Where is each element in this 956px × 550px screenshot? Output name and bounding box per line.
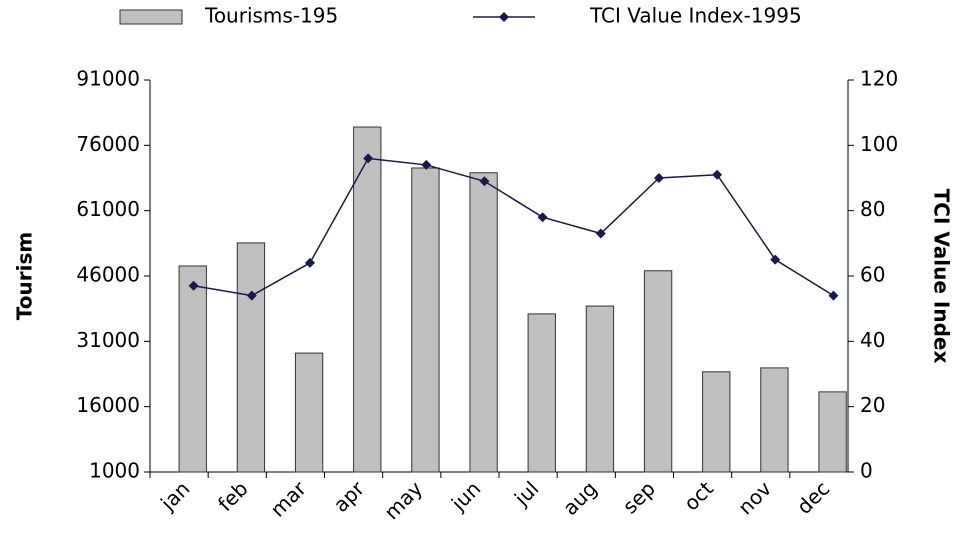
- bar: [236, 242, 266, 473]
- y-axis-title: Tourism: [13, 232, 37, 320]
- bar: [585, 305, 615, 473]
- y2-tick-label: 0: [860, 459, 873, 483]
- line: [193, 157, 834, 297]
- legend-label: TCI Value Index-1995: [589, 4, 802, 28]
- line-marker: [246, 290, 257, 301]
- legend-marker: [499, 12, 509, 22]
- line-marker: [653, 173, 664, 183]
- x-tick-label: dec: [792, 476, 834, 518]
- bar: [469, 172, 498, 473]
- y2-axis-title: TCI Value Index: [930, 189, 954, 364]
- legend-swatch: [119, 9, 183, 25]
- line-marker: [188, 280, 199, 291]
- y-tick-label: 31000: [76, 328, 140, 352]
- y2-tick-label: 80: [860, 197, 885, 221]
- y-tick-label: 46000: [76, 263, 140, 287]
- x-tick-label: jul: [509, 476, 544, 511]
- y2-tick-label: 40: [860, 328, 885, 352]
- x-tick-label: nov: [733, 476, 776, 519]
- x-tick-label: sep: [618, 476, 660, 518]
- x-tick-label: aug: [558, 476, 602, 520]
- bar: [178, 265, 207, 473]
- x-tick-label: feb: [213, 476, 253, 516]
- y-tick-label: 16000: [76, 393, 140, 417]
- bar: [702, 371, 731, 473]
- line-marker: [828, 290, 839, 301]
- line-marker: [770, 254, 781, 265]
- x-tick-label: jan: [155, 476, 194, 515]
- y2-tick-label: 120: [860, 67, 898, 91]
- line-marker: [537, 212, 548, 223]
- bar: [818, 391, 847, 473]
- x-tick-label: may: [379, 476, 427, 524]
- bar: [294, 352, 324, 473]
- line-marker: [421, 159, 432, 170]
- y2-tick-label: 20: [860, 393, 885, 417]
- bar: [643, 270, 673, 473]
- x-tick-label: oct: [679, 476, 718, 515]
- legend-label: Tourisms-195: [204, 4, 338, 28]
- line-marker: [595, 228, 606, 239]
- line-marker: [304, 257, 315, 268]
- bar: [411, 167, 440, 473]
- y-tick-label: 61000: [76, 197, 140, 221]
- line-marker: [712, 169, 723, 180]
- line-marker: [363, 153, 374, 164]
- x-tick-label: mar: [266, 476, 312, 522]
- bar: [760, 367, 789, 473]
- line-marker: [479, 176, 490, 187]
- y-tick-label: 91000: [76, 67, 140, 91]
- x-tick-label: apr: [329, 476, 370, 517]
- y2-tick-label: 60: [860, 263, 885, 287]
- bar: [353, 126, 382, 473]
- y-tick-label: 76000: [76, 132, 140, 156]
- y2-tick-label: 100: [860, 132, 898, 156]
- x-tick-label: jun: [446, 476, 486, 516]
- y-tick-label: 1000: [89, 459, 140, 483]
- bar: [527, 313, 556, 473]
